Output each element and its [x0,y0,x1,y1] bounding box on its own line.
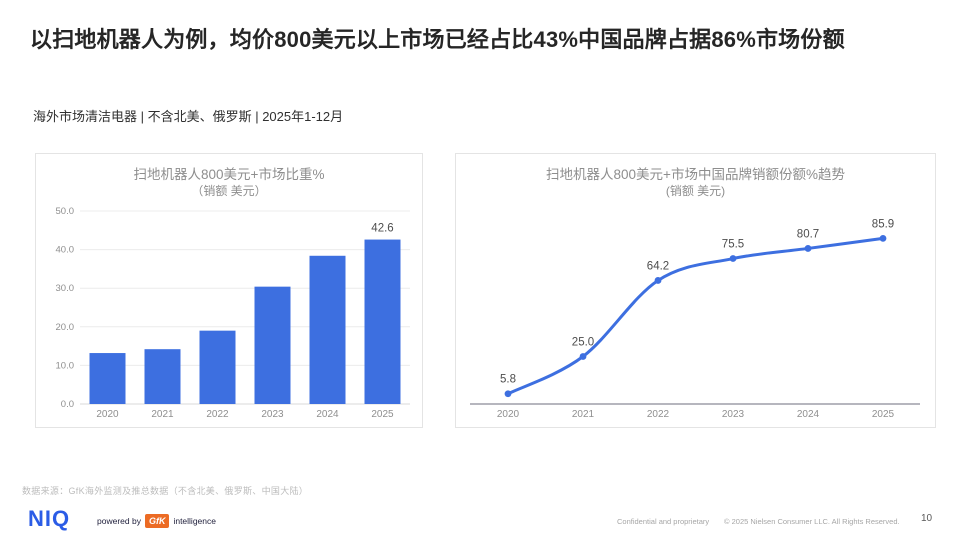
svg-text:2024: 2024 [316,409,339,420]
svg-text:2025: 2025 [872,409,895,420]
svg-text:2024: 2024 [797,409,820,420]
powered-by-label: powered by [97,516,141,526]
svg-text:42.6: 42.6 [371,222,393,234]
svg-text:50.0: 50.0 [56,206,75,217]
bar-chart-subtitle: （销额 美元） [191,183,267,198]
line-chart-title: 扫地机器人800美元+市场中国品牌销额份额%趋势 [546,167,845,182]
svg-text:2022: 2022 [647,409,670,420]
svg-text:2020: 2020 [96,409,119,420]
svg-text:20.0: 20.0 [56,321,75,332]
line-chart-panel: 扫地机器人800美元+市场中国品牌销额份额%趋势 (销额 美元) 5.8 2020… [455,153,936,428]
confidential-note: Confidential and proprietary [617,517,710,526]
page-subtitle: 海外市场清洁电器 | 不含北美、俄罗斯 | 2025年1-12月 [33,109,344,124]
svg-text:64.2: 64.2 [647,260,669,272]
svg-text:40.0: 40.0 [56,244,75,255]
intelligence-label: intelligence [173,516,216,526]
svg-text:0.0: 0.0 [61,399,74,410]
svg-text:80.7: 80.7 [797,228,819,240]
svg-text:10.0: 10.0 [56,360,75,371]
svg-text:2020: 2020 [497,409,520,420]
data-source-note: 数据来源：GfK海外监测及推总数据（不含北美、俄罗斯、中国大陆） [22,486,309,496]
page-title: 以扫地机器人为例，均价800美元以上市场已经占比43%中国品牌占据86%市场份额 [30,27,845,52]
svg-text:2023: 2023 [261,409,284,420]
line-chart: 5.8 2020 25.0 2021 64.2 2022 75.5 2023 80.7 2024 8… [470,218,920,420]
copyright-note: © 2025 Nielsen Consumer LLC. All Rights … [724,517,900,526]
bar-chart-title: 扫地机器人800美元+市场比重% [133,167,325,182]
svg-text:85.9: 85.9 [872,218,894,230]
svg-text:25.0: 25.0 [572,336,594,348]
svg-text:2022: 2022 [206,409,229,420]
svg-text:2021: 2021 [151,409,174,420]
svg-text:2023: 2023 [722,409,745,420]
svg-text:2021: 2021 [572,409,595,420]
page-number: 10 [921,513,933,524]
bar-chart: 0.0 10.0 20.0 30.0 40.0 50.0 2020 2021 2022 2023 2… [56,206,410,420]
svg-text:75.5: 75.5 [722,238,744,250]
gfk-logo: GfK [144,514,170,528]
svg-text:30.0: 30.0 [56,283,75,294]
svg-text:5.8: 5.8 [500,373,516,385]
bar-chart-panel: 扫地机器人800美元+市场比重% （销额 美元） 0.0 10.0 20.0 30.0… [35,153,423,428]
niq-logo: NIQ [28,506,71,531]
svg-text:2025: 2025 [371,409,394,420]
powered-by-gfk: powered by GfK intelligence [97,514,216,528]
line-chart-subtitle: (销额 美元) [665,183,726,198]
